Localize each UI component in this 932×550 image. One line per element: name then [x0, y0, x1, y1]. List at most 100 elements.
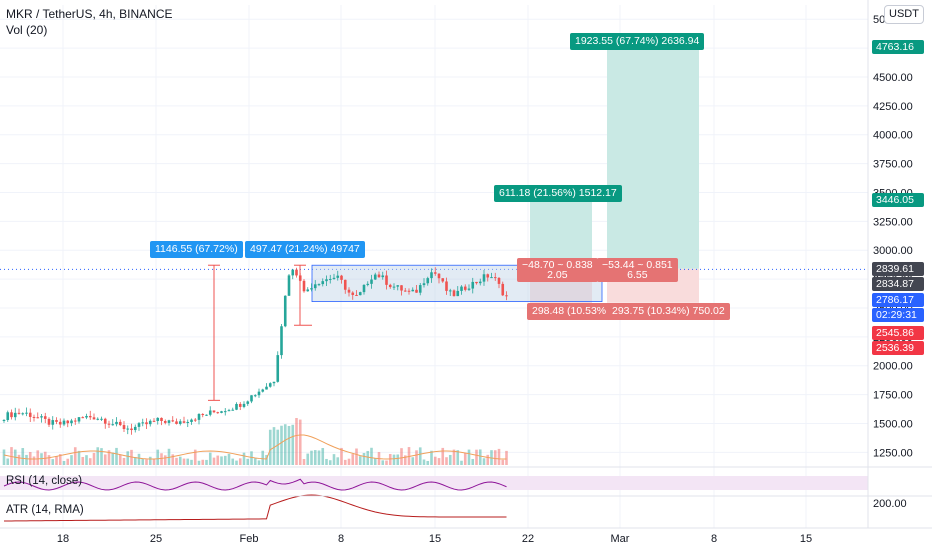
time-tick-label: 15 — [800, 533, 812, 545]
candle-body — [118, 421, 122, 426]
atr-legend: ATR (14, RMA) — [6, 504, 84, 516]
candle-body — [257, 391, 261, 396]
candle-body — [133, 426, 137, 431]
volume-bar — [265, 454, 268, 465]
candle-body — [317, 284, 321, 286]
position2-label[interactable]: −53.44 ~ 0.851 6.55 — [597, 258, 678, 282]
candle-body — [227, 410, 231, 412]
candle-body — [47, 418, 51, 425]
volume-bar — [415, 450, 418, 465]
profit-zone-1 — [530, 198, 592, 270]
volume-bar — [163, 455, 167, 465]
volume-bar — [332, 454, 336, 465]
candle-body — [310, 288, 313, 290]
candle-body — [268, 383, 272, 387]
currency-button[interactable]: USDT — [884, 5, 924, 24]
price-tick-label: 4500.00 — [873, 72, 913, 84]
candle-body — [437, 273, 441, 279]
candle-body — [246, 401, 250, 404]
candle-body — [430, 272, 433, 279]
volume-bar — [392, 454, 396, 465]
drawings[interactable] — [208, 264, 312, 401]
measure-left-label[interactable]: 1146.55 (67.72%) — [150, 241, 243, 258]
volume-bar — [148, 456, 152, 465]
volume-bar — [340, 447, 343, 465]
time-tick-label: 25 — [150, 533, 162, 545]
candle-body — [58, 421, 62, 425]
candle-body — [85, 415, 88, 418]
target1-label[interactable]: 611.18 (21.56%) 1512.17 — [494, 185, 622, 202]
volume-bar — [486, 454, 490, 465]
volume-bar — [62, 460, 66, 465]
candle-body — [343, 279, 347, 290]
volume-bar — [77, 450, 81, 465]
candle-body — [107, 423, 111, 425]
volume-bar — [246, 458, 250, 465]
volume-bar — [310, 450, 313, 465]
volume-bar — [283, 424, 287, 465]
volume-bar — [291, 424, 295, 465]
candle-body — [250, 395, 253, 402]
volume-bar — [235, 460, 238, 465]
candle-body — [366, 283, 370, 285]
volume-bar — [445, 457, 448, 465]
candle-body — [283, 295, 287, 327]
candle-body — [467, 288, 471, 290]
volume-bar — [493, 450, 497, 465]
position1-label[interactable]: −48.70 ~ 0.838 2.05 — [517, 258, 598, 282]
volume-bar — [403, 455, 407, 465]
time-tick-label: 18 — [57, 533, 69, 545]
volume-bar — [58, 454, 62, 465]
candle-body — [156, 417, 160, 421]
volume-bar — [475, 449, 478, 465]
stop1-label[interactable]: 298.48 (10.53% — [527, 303, 612, 320]
candle-body — [328, 278, 332, 280]
candle-body — [167, 420, 171, 423]
volume-bar — [280, 425, 283, 465]
volume-bar — [388, 454, 392, 465]
candle-body — [96, 418, 100, 420]
volume-bar — [250, 451, 253, 465]
target2-label[interactable]: 1923.55 (67.74%) 2636.94 — [570, 33, 705, 50]
candle-body — [28, 412, 32, 417]
candle-body — [490, 277, 493, 279]
position1-line2: 2.05 — [547, 269, 568, 281]
stop2-label[interactable]: 293.75 (10.34%) 750.02 — [607, 303, 730, 320]
volume-bar — [220, 456, 223, 465]
candle-body — [358, 292, 362, 296]
candle-body — [182, 421, 186, 423]
candle-body — [163, 421, 167, 423]
candle-body — [51, 420, 55, 425]
candle-body — [160, 417, 163, 422]
volume-bar — [36, 450, 40, 465]
volume-bar — [96, 447, 100, 465]
volume-bar — [396, 454, 400, 465]
volume-bar — [55, 456, 58, 465]
volume-bar — [145, 459, 148, 465]
volume-bar — [448, 454, 452, 465]
price-label-last: 2786.17 — [872, 293, 924, 307]
volume-bar — [268, 429, 272, 465]
measure-right-label[interactable]: 497.47 (21.24%) 49747 — [245, 241, 365, 258]
candle-body — [81, 417, 85, 419]
price-tick-label: 3250.00 — [873, 216, 913, 228]
volume-bar — [272, 427, 276, 465]
volume-bar — [81, 457, 85, 465]
volume-bar — [208, 452, 212, 465]
candle-body — [340, 275, 343, 280]
candle-body — [418, 285, 422, 293]
volume-bar — [433, 456, 437, 465]
volume-bar — [242, 452, 246, 465]
candle-body — [501, 283, 505, 296]
volume-bar — [193, 449, 197, 465]
profit-zone-2 — [607, 46, 699, 269]
price-tick-label: 4000.00 — [873, 130, 913, 142]
grid-lines — [0, 5, 868, 528]
candle-body — [126, 428, 130, 430]
volume-bar — [205, 459, 208, 465]
candle-body — [36, 417, 40, 419]
volume-bar — [306, 453, 310, 465]
candle-body — [505, 295, 508, 297]
candle-body — [325, 279, 328, 282]
